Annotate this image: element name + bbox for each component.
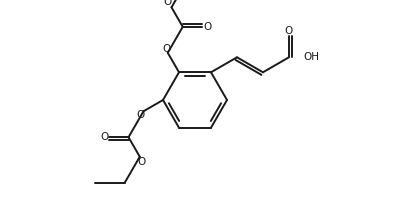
Text: O: O bbox=[137, 157, 146, 167]
Text: O: O bbox=[203, 22, 211, 32]
Text: O: O bbox=[163, 0, 171, 7]
Text: OH: OH bbox=[302, 52, 318, 62]
Text: O: O bbox=[162, 44, 170, 54]
Text: O: O bbox=[284, 26, 292, 36]
Text: O: O bbox=[136, 110, 144, 120]
Text: O: O bbox=[99, 132, 108, 142]
